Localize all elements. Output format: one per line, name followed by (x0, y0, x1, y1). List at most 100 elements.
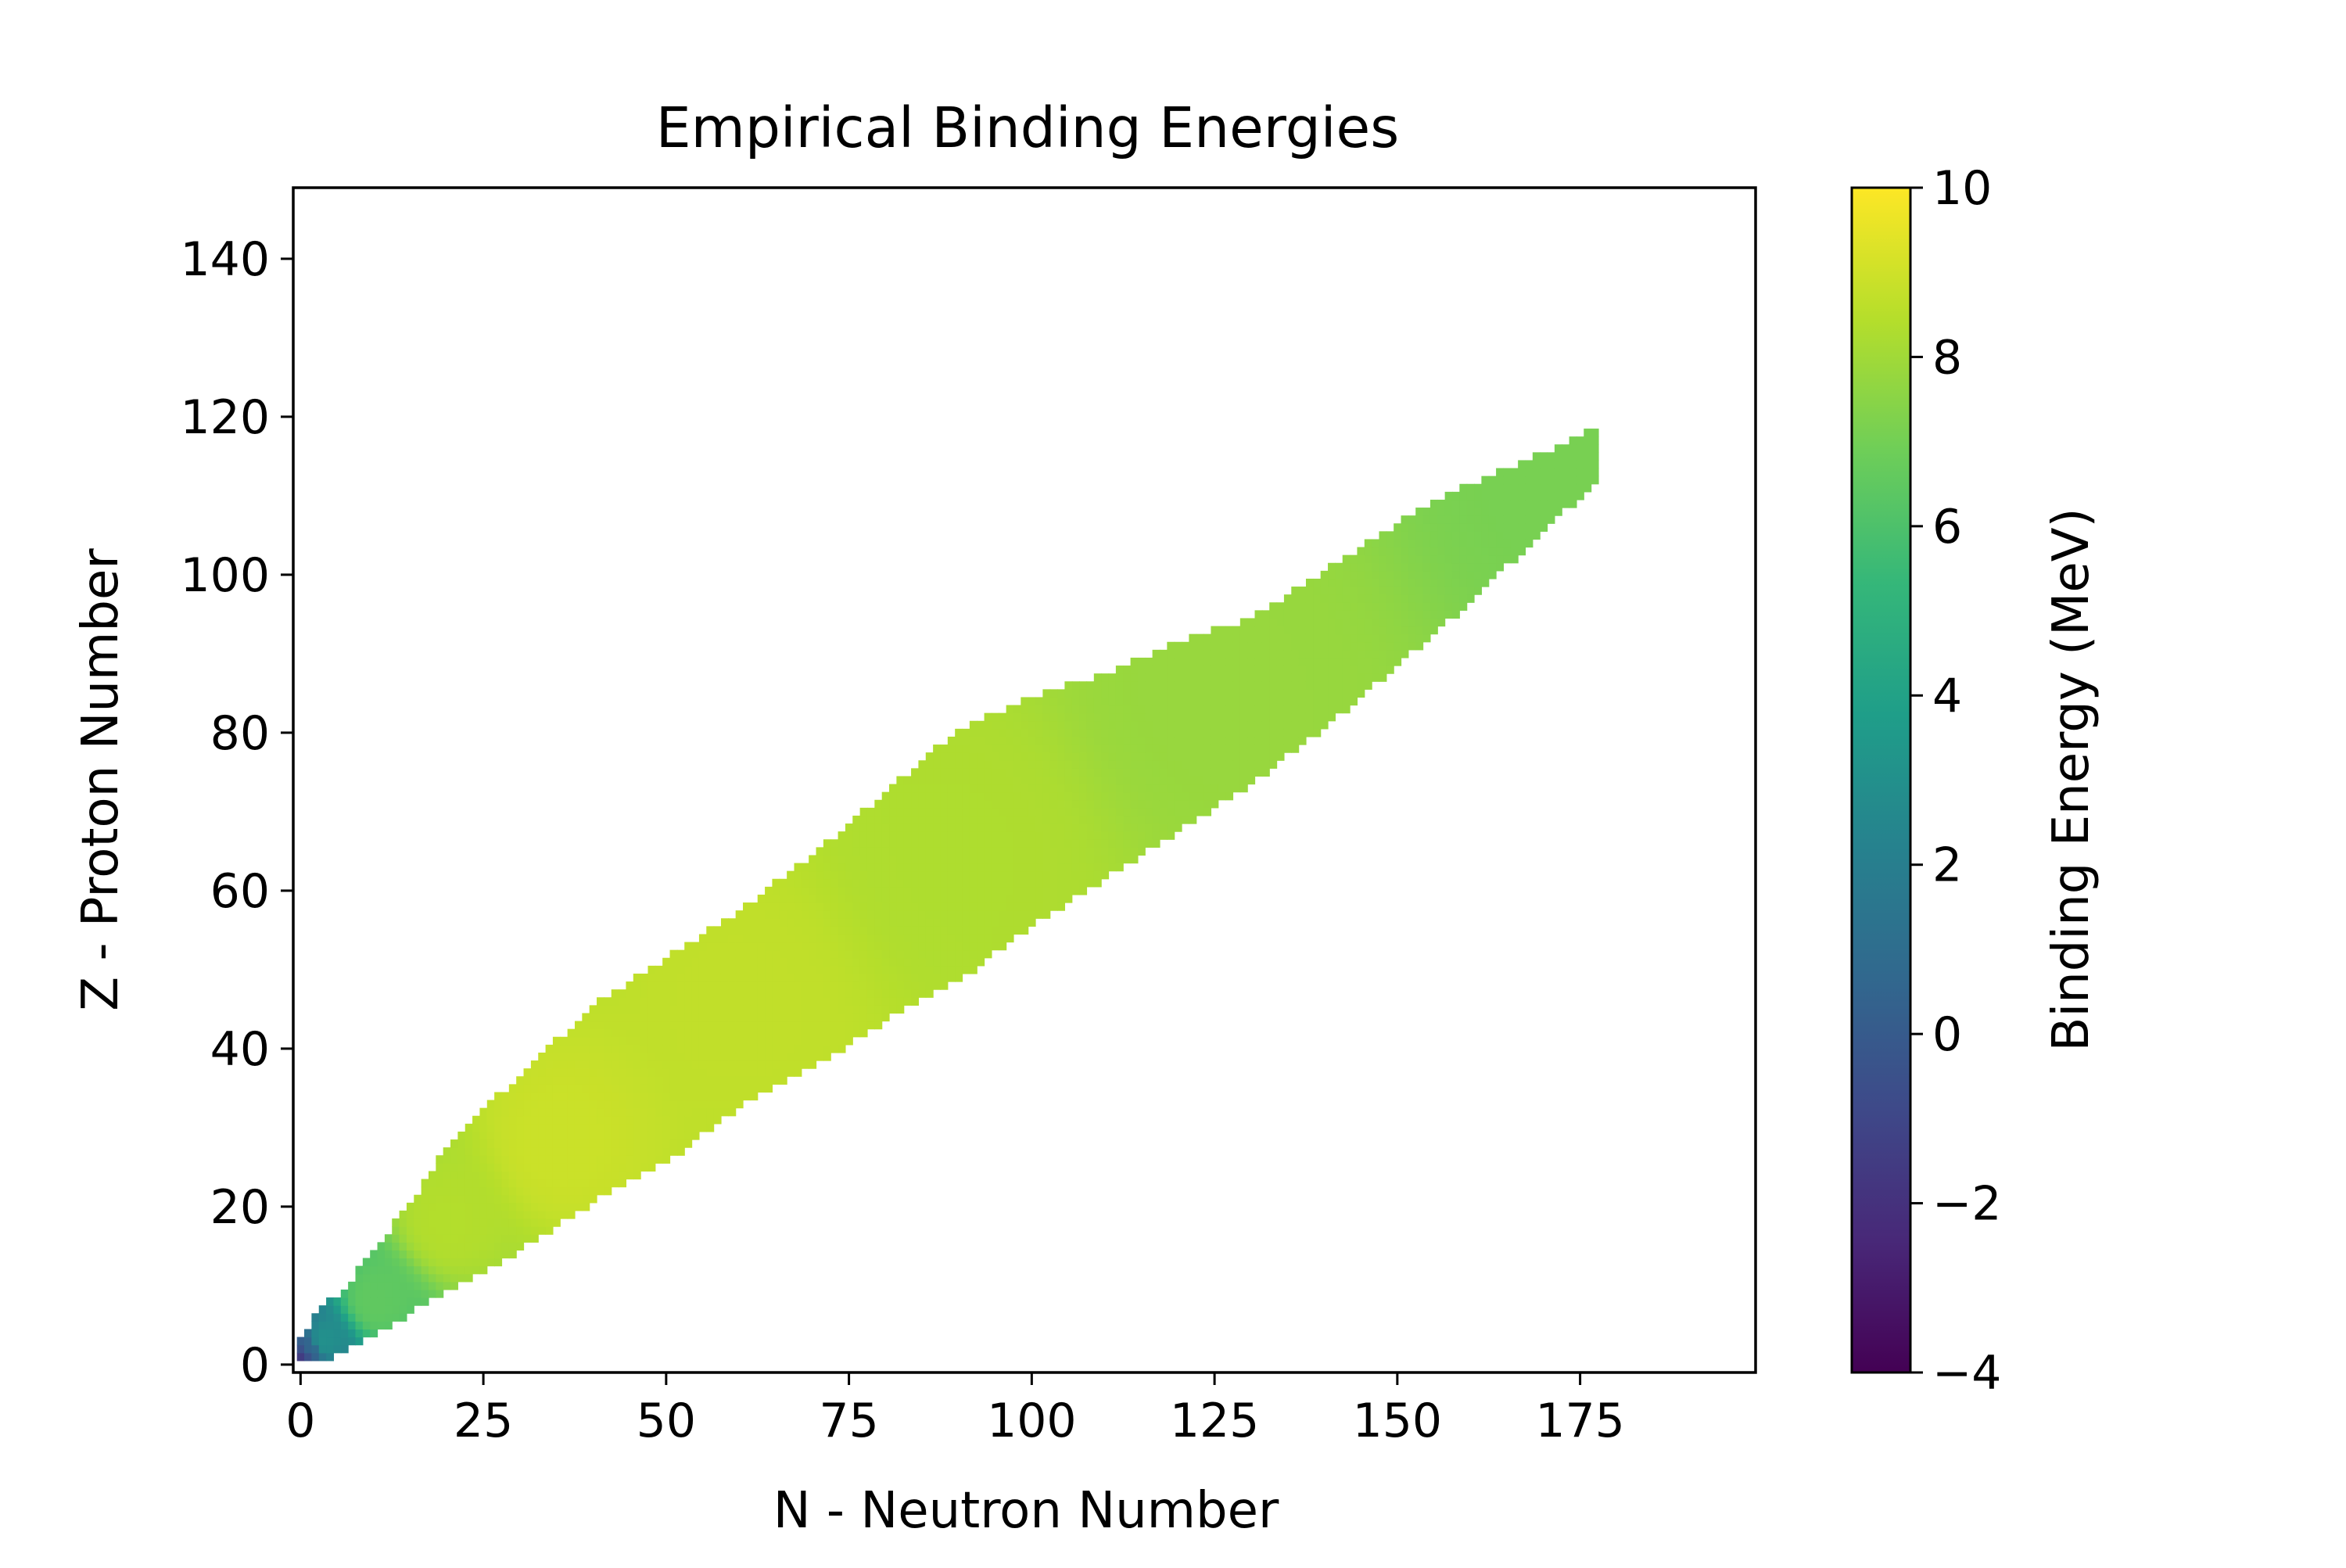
heatmap-cell (472, 1179, 481, 1188)
heatmap-cell (530, 1171, 539, 1180)
heatmap-cell (984, 712, 992, 722)
heatmap-cell (772, 878, 780, 888)
heatmap-cell (597, 1084, 604, 1093)
heatmap-cell (1086, 815, 1095, 824)
heatmap-cell (955, 791, 963, 801)
heatmap-cell (611, 1131, 619, 1140)
heatmap-cell (962, 760, 970, 769)
heatmap-cell (1342, 562, 1351, 572)
heatmap-cell (597, 1107, 604, 1117)
heatmap-cell (1174, 791, 1182, 801)
heatmap-cell (552, 1076, 561, 1085)
heatmap-cell (1510, 554, 1519, 564)
heatmap-cell (619, 1068, 627, 1077)
heatmap-cell (1386, 618, 1394, 627)
heatmap-cell (604, 1044, 612, 1053)
heatmap-cell (691, 1021, 700, 1030)
heatmap-cell (647, 997, 656, 1006)
heatmap-cell (1137, 705, 1146, 714)
heatmap-cell (619, 1028, 627, 1038)
heatmap-cell (567, 1076, 576, 1085)
heatmap-cell (984, 926, 992, 935)
heatmap-cell (691, 949, 700, 959)
heatmap-cell (809, 918, 817, 927)
heatmap-cell (1350, 626, 1358, 635)
heatmap-cell (1203, 649, 1212, 658)
heatmap-cell (1174, 760, 1182, 769)
heatmap-cell (406, 1234, 414, 1243)
heatmap-cell (750, 1068, 759, 1077)
heatmap-cell (1203, 752, 1212, 761)
heatmap-cell (1006, 823, 1014, 832)
heatmap-cell (1459, 539, 1468, 548)
heatmap-cell (896, 973, 905, 982)
heatmap-cell (1152, 681, 1160, 690)
heatmap-cell (457, 1163, 466, 1172)
heatmap-cell (326, 1297, 335, 1306)
heatmap-cell (1254, 689, 1263, 698)
heatmap-cell (1357, 666, 1365, 674)
heatmap-cell (977, 863, 985, 872)
heatmap-cell (1283, 649, 1292, 658)
heatmap-cell (866, 973, 875, 982)
heatmap-cell (1276, 712, 1285, 722)
heatmap-cell (457, 1155, 466, 1164)
heatmap-cell (523, 1131, 532, 1140)
heatmap-cell (530, 1163, 539, 1172)
heatmap-cell (772, 997, 780, 1006)
heatmap-cell (889, 855, 897, 864)
heatmap-cell (1335, 666, 1343, 674)
heatmap-cell (743, 965, 751, 974)
heatmap-cell (830, 894, 839, 903)
heatmap-cell (1057, 894, 1066, 903)
heatmap-cell (479, 1163, 488, 1172)
heatmap-cell (969, 720, 978, 730)
heatmap-cell (611, 1060, 619, 1069)
heatmap-cell (619, 1013, 627, 1022)
heatmap-cell (465, 1242, 473, 1251)
heatmap-cell (787, 870, 795, 880)
heatmap-cell (1429, 578, 1438, 587)
heatmap-cell (486, 1115, 495, 1125)
heatmap-cell (1218, 720, 1226, 730)
heatmap-cell (1444, 554, 1453, 564)
heatmap-cell (866, 918, 875, 927)
heatmap-cell (560, 1092, 569, 1101)
heatmap-cell (999, 886, 1007, 895)
heatmap-cell (933, 768, 942, 777)
heatmap-cell (443, 1210, 451, 1219)
heatmap-cell (545, 1123, 554, 1132)
heatmap-cell (918, 942, 927, 951)
heatmap-cell (1145, 712, 1153, 722)
heatmap-cell (1254, 649, 1263, 658)
heatmap-cell (1459, 523, 1468, 532)
heatmap-cell (787, 1060, 795, 1069)
heatmap-cell (1298, 626, 1307, 635)
heatmap-cell (713, 1021, 722, 1030)
heatmap-cell (1218, 736, 1226, 745)
heatmap-cell (494, 1242, 503, 1251)
heatmap-cell (377, 1281, 386, 1290)
heatmap-cell (619, 1060, 627, 1069)
heatmap-cell (1503, 468, 1512, 477)
heatmap-cell (604, 1036, 612, 1046)
heatmap-cell (874, 855, 883, 864)
heatmap-cell (647, 1107, 656, 1117)
heatmap-cell (1167, 745, 1175, 753)
heatmap-cell (1466, 531, 1475, 540)
heatmap-cell (852, 942, 861, 951)
heatmap-cell (947, 768, 956, 777)
heatmap-cell (772, 910, 780, 919)
heatmap-cell (728, 1028, 737, 1038)
heatmap-cell (1115, 791, 1124, 801)
heatmap-cell (1218, 784, 1226, 793)
heatmap-cell (1189, 799, 1197, 809)
heatmap-cell (984, 720, 992, 730)
heatmap-cell (1540, 475, 1548, 485)
heatmap-cell (977, 910, 985, 919)
heatmap-cell (969, 823, 978, 832)
heatmap-cell (1247, 705, 1256, 714)
heatmap-cell (1488, 547, 1497, 556)
heatmap-cell (925, 752, 934, 761)
heatmap-cell (669, 1013, 678, 1022)
